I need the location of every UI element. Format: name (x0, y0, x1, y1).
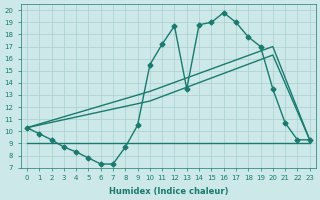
X-axis label: Humidex (Indice chaleur): Humidex (Indice chaleur) (108, 187, 228, 196)
